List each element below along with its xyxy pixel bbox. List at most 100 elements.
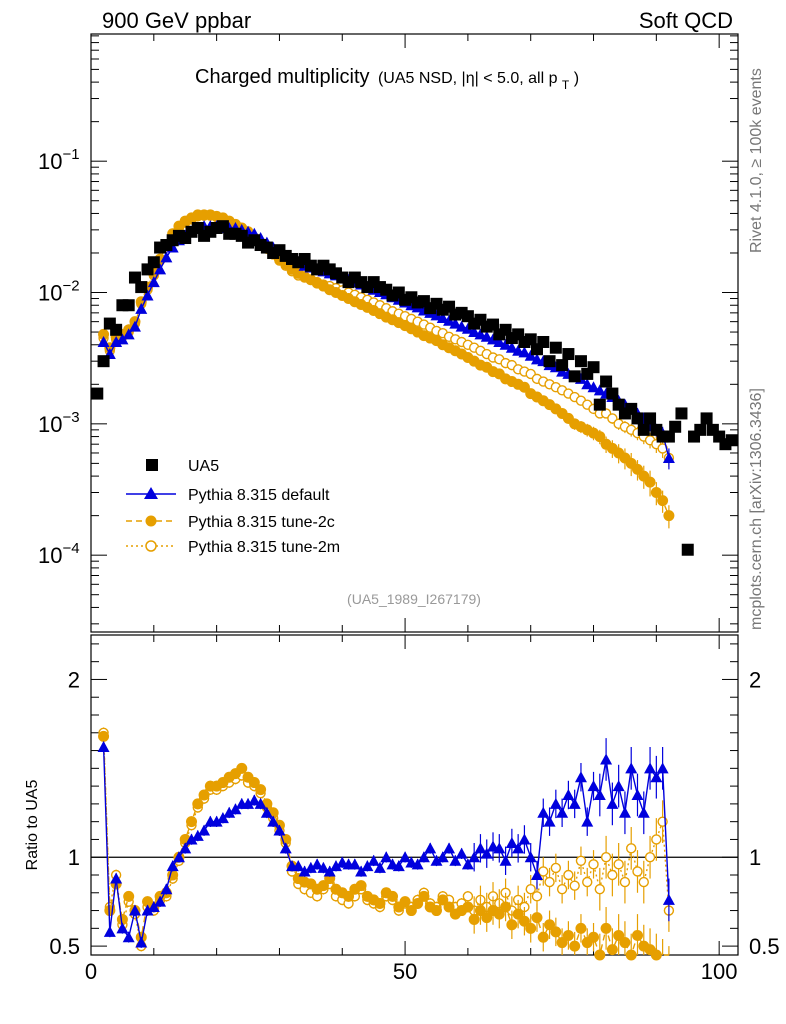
ratio-marker-tune2m: [575, 855, 587, 866]
marker-data: [568, 370, 581, 383]
ratio-marker-default: [568, 797, 581, 809]
ratio-marker-tune2c: [192, 798, 204, 810]
x-tick-label: 0: [85, 959, 97, 984]
ratio-marker-tune2c: [236, 762, 248, 774]
legend-marker-ua5: [146, 459, 158, 471]
ratio-marker-default: [436, 851, 449, 863]
marker-tune2c: [657, 495, 669, 507]
ratio-marker-tune2c: [399, 896, 411, 908]
ratio-marker-tune2c: [468, 913, 480, 925]
ratio-marker-default: [110, 872, 123, 884]
ratio-marker-default: [644, 762, 657, 774]
ratio-marker-tune2c: [613, 929, 625, 941]
ratio-marker-default: [468, 851, 481, 863]
ratio-marker-default: [392, 860, 405, 872]
ratio-marker-default: [461, 858, 474, 870]
ticks-layer: 0 50 100 10−1 10−2 10−3 10−4 0.5 0.5 1 1 2 2: [38, 34, 780, 984]
ratio-marker-tune2c: [317, 880, 329, 892]
marker-data: [625, 402, 638, 415]
marker-default: [487, 333, 500, 345]
ratio-marker-default: [480, 847, 493, 859]
marker-default: [524, 349, 537, 361]
ratio-marker-default: [141, 904, 154, 916]
marker-data: [694, 423, 707, 436]
ratio-marker-tune2c: [387, 890, 399, 902]
ratio-marker-default: [455, 847, 468, 859]
marker-data: [593, 398, 606, 411]
ratio-marker-default: [279, 842, 292, 854]
ratio-marker-default: [248, 794, 261, 806]
ratio-marker-tune2c: [98, 730, 110, 742]
y-tick-label-main: 10−1: [38, 146, 80, 174]
ratio-marker-default: [411, 858, 424, 870]
marker-data: [135, 281, 148, 294]
ratio-marker-tune2m: [531, 891, 543, 902]
marker-default: [141, 289, 154, 301]
ratio-marker-default: [518, 833, 531, 845]
ratio-marker-default: [600, 753, 613, 765]
ratio-marker-tune2c: [650, 949, 662, 961]
marker-default: [147, 276, 160, 288]
ratio-marker-tune2c: [462, 901, 474, 913]
y-tick-label-ratio: 2: [68, 667, 80, 692]
reference-label: (UA5_1989_I267179): [347, 591, 481, 607]
legend-label-default: Pythia 8.315 default: [188, 487, 330, 504]
marker-data: [524, 333, 537, 346]
ratio-marker-tune2c: [562, 929, 574, 941]
marker-default: [480, 330, 493, 342]
ratio-marker-default: [348, 858, 361, 870]
ratio-marker-default: [562, 789, 575, 800]
ratio-marker-default: [625, 762, 638, 774]
rivet-label: Rivet 4.1.0, ≥ 100k events: [748, 68, 765, 253]
chart-title: Charged multiplicity (UA5 NSD, |η| < 5.0…: [195, 66, 579, 93]
ratio-marker-default: [474, 842, 487, 854]
marker-data: [637, 423, 650, 436]
ratio-marker-default: [631, 789, 644, 800]
marker-default: [505, 341, 518, 353]
marker-data: [631, 412, 644, 425]
ratio-marker-default: [543, 815, 556, 827]
ratio-marker-tune2c: [544, 919, 556, 931]
ratio-marker-default: [373, 861, 386, 873]
ratio-marker-default: [524, 851, 537, 863]
ratio-marker-tune2m: [607, 869, 618, 881]
marker-data: [675, 407, 688, 420]
marker-data: [562, 348, 575, 361]
ratio-marker-tune2m: [626, 843, 637, 854]
marker-data: [97, 355, 110, 368]
chart-title-sub: (UA5 NSD, |η| < 5.0, all p: [378, 70, 558, 87]
marker-default: [160, 251, 173, 263]
ratio-marker-default: [656, 762, 669, 774]
ratio-marker-default: [443, 842, 456, 854]
y-tick-label-ratio-right: 1: [749, 845, 761, 870]
ratio-marker-tune2m: [556, 884, 568, 895]
ratio-marker-tune2c: [537, 931, 549, 943]
marker-data: [606, 387, 619, 400]
marker-data: [91, 387, 104, 400]
ratio-marker-default: [537, 806, 550, 818]
marker-default: [122, 328, 135, 340]
ratio-marker-tune2c: [631, 929, 643, 941]
ratio-marker-default: [292, 860, 305, 872]
marker-default: [154, 263, 167, 275]
ratio-marker-tune2c: [116, 913, 128, 925]
y-tick-label-ratio-right: 2: [749, 667, 761, 692]
marker-data: [122, 299, 135, 312]
marker-data: [543, 355, 556, 368]
ratio-marker-tune2c: [606, 944, 618, 956]
marker-default: [593, 384, 606, 396]
legend-label-tune2m: Pythia 8.315 tune-2m: [188, 539, 340, 556]
ratio-marker-default: [122, 931, 135, 943]
ratio-marker-tune2c: [525, 922, 537, 934]
ratio-marker-tune2m: [600, 852, 612, 863]
marker-data: [537, 335, 550, 348]
y-tick-label-ratio-right: 0.5: [749, 934, 780, 959]
legend-label-tune2c: Pythia 8.315 tune-2c: [188, 514, 335, 531]
ratio-marker-default: [135, 936, 148, 948]
ratio-marker-tune2c: [405, 905, 417, 917]
ratio-marker-tune2c: [594, 949, 606, 961]
ratio-marker-tune2c: [569, 940, 581, 952]
marker-data: [669, 420, 682, 433]
ratio-marker-default: [242, 797, 255, 809]
